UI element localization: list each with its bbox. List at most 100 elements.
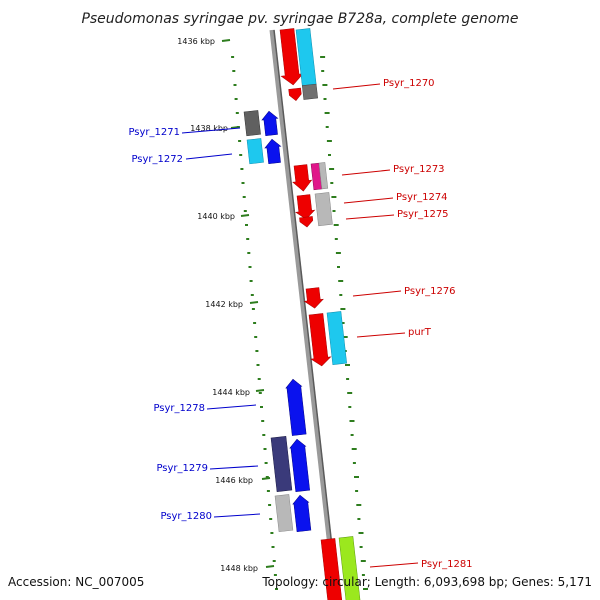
gene-psyr-1270-red[interactable] bbox=[276, 28, 306, 102]
track-dot bbox=[357, 518, 361, 520]
gene-psyr-1276-red[interactable] bbox=[303, 287, 324, 309]
track-dot bbox=[231, 56, 235, 58]
tick-1438: 1438 kbp bbox=[190, 124, 240, 133]
gene-psyr-1273-magenta[interactable] bbox=[310, 162, 329, 191]
track-dot bbox=[358, 532, 364, 534]
gene-psyr-1281-red[interactable] bbox=[320, 538, 343, 600]
track-dot bbox=[243, 210, 247, 212]
track-dot bbox=[351, 448, 357, 450]
gene-psyr-1280-gray[interactable] bbox=[274, 494, 294, 533]
gene-label[interactable]: Psyr_1281 bbox=[421, 559, 473, 570]
track-dot bbox=[270, 532, 274, 534]
track-dot bbox=[324, 112, 330, 114]
tick-1436: 1436 kbp bbox=[177, 37, 231, 46]
tick-label: 1440 kbp bbox=[197, 212, 235, 221]
track-dot bbox=[253, 322, 257, 324]
gene-psyr-1273-red[interactable] bbox=[291, 164, 313, 192]
track-dot bbox=[328, 154, 331, 156]
gene-psyr-1272-blue[interactable] bbox=[264, 138, 283, 165]
genome-info-text: Topology: circular; Length: 6,093,698 bp… bbox=[262, 575, 592, 589]
gene-psyr-1281-lime[interactable] bbox=[338, 536, 361, 600]
gene-label[interactable]: Psyr_1271 bbox=[128, 127, 180, 138]
track-dot bbox=[350, 434, 354, 436]
track-dot bbox=[335, 252, 341, 254]
gene-label[interactable]: Psyr_1279 bbox=[156, 463, 208, 474]
gene-psyr-1279-blue[interactable] bbox=[289, 438, 311, 492]
track-dot bbox=[321, 70, 325, 72]
track-dot bbox=[258, 392, 262, 394]
gene-label[interactable]: Psyr_1278 bbox=[153, 403, 205, 414]
gene-psyr-1280-blue[interactable] bbox=[292, 494, 312, 533]
track-dot bbox=[339, 294, 343, 296]
gene-psyr-1271-gray[interactable] bbox=[243, 110, 261, 137]
track-dot bbox=[354, 476, 359, 478]
tick-label: 1444 kbp bbox=[212, 388, 250, 397]
track-dot bbox=[338, 280, 344, 282]
track-dot bbox=[355, 490, 359, 492]
track-dot bbox=[340, 308, 346, 310]
track-dot bbox=[333, 224, 339, 226]
gene-psyr-1272-cyan[interactable] bbox=[246, 138, 264, 165]
track-dot bbox=[249, 280, 253, 282]
accession-text: Accession: NC_007005 bbox=[8, 575, 145, 589]
gene-purt-cyan[interactable] bbox=[326, 311, 347, 365]
gene-label[interactable]: Psyr_1272 bbox=[131, 154, 183, 165]
gene-psyr-1271-blue[interactable] bbox=[261, 110, 280, 137]
gene-features bbox=[243, 28, 361, 600]
track-dot bbox=[331, 196, 337, 198]
gene-label[interactable]: purT bbox=[408, 327, 432, 338]
tick-label: 1436 kbp bbox=[177, 37, 215, 46]
map-title: Pseudomonas syringae pv. syringae B728a,… bbox=[81, 11, 518, 27]
gene-psyr-1270-cyan[interactable] bbox=[295, 28, 318, 100]
tick-1448: 1448 kbp bbox=[220, 564, 275, 573]
tick-1444: 1444 kbp bbox=[212, 388, 265, 397]
track-dot bbox=[330, 182, 334, 184]
track-dot bbox=[360, 560, 366, 562]
gene-psyr-1278-blue[interactable] bbox=[285, 378, 307, 436]
track-dot bbox=[257, 378, 261, 380]
track-dot bbox=[263, 448, 267, 450]
labels-right: Psyr_1270 Psyr_1273 Psyr_1274 Psyr_1275 … bbox=[332, 78, 473, 570]
track-dot bbox=[262, 434, 266, 436]
gene-label[interactable]: Psyr_1270 bbox=[383, 78, 435, 89]
gene-psyr-1275-gray[interactable] bbox=[314, 192, 333, 227]
gene-label[interactable]: Psyr_1274 bbox=[396, 192, 448, 203]
tick-label: 1448 kbp bbox=[220, 564, 258, 573]
track-dot bbox=[348, 406, 352, 408]
gene-label[interactable]: Psyr_1273 bbox=[393, 164, 445, 175]
track-dot bbox=[256, 364, 260, 366]
tick-1442: 1442 kbp bbox=[205, 300, 259, 309]
track-dot bbox=[268, 504, 272, 506]
track-dot bbox=[325, 126, 329, 128]
track-dot bbox=[238, 140, 242, 142]
track-dot bbox=[266, 490, 270, 492]
track-dot bbox=[251, 308, 255, 310]
track-dot bbox=[341, 322, 345, 324]
track-dot bbox=[245, 224, 248, 226]
gene-purt-red[interactable] bbox=[306, 313, 332, 367]
tick-1446: 1446 kbp bbox=[215, 476, 271, 485]
track-dot bbox=[275, 588, 278, 590]
gene-label[interactable]: Psyr_1280 bbox=[160, 511, 212, 522]
track-dot bbox=[261, 420, 265, 422]
track-dot bbox=[247, 252, 251, 254]
track-dot bbox=[345, 364, 350, 366]
tick-label: 1446 kbp bbox=[215, 476, 253, 485]
track-dot bbox=[361, 574, 365, 576]
track-dot bbox=[346, 378, 350, 380]
track-dot bbox=[273, 574, 277, 576]
gene-label[interactable]: Psyr_1276 bbox=[404, 286, 456, 297]
track-dot bbox=[235, 112, 239, 114]
track-dot bbox=[240, 168, 244, 170]
gene-psyr-1274-red[interactable] bbox=[294, 194, 316, 228]
gene-label[interactable]: Psyr_1275 bbox=[397, 209, 449, 220]
track-dot bbox=[260, 406, 263, 408]
tick-1440: 1440 kbp bbox=[197, 212, 250, 221]
gene-psyr-1279-navy[interactable] bbox=[270, 436, 293, 492]
track-dot bbox=[233, 84, 237, 86]
track-dot bbox=[248, 266, 252, 268]
track-dot bbox=[322, 84, 328, 86]
tick-label: 1438 kbp bbox=[190, 124, 228, 133]
track-dot bbox=[265, 476, 269, 478]
